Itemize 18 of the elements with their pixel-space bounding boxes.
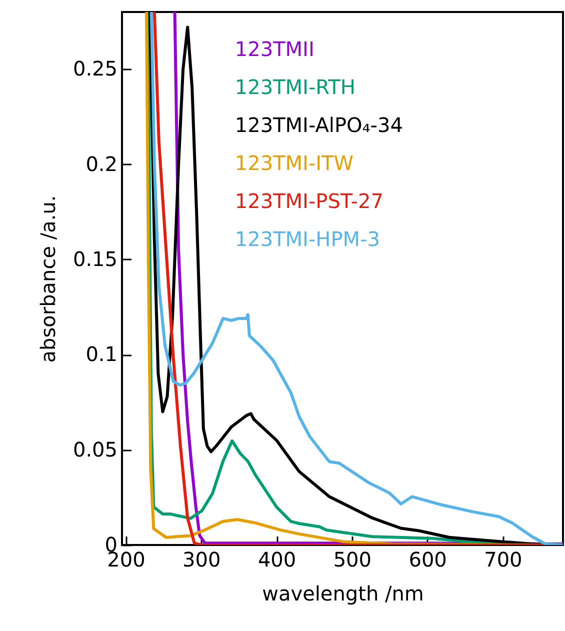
text: 123TMII	[234, 37, 314, 61]
x-tick-label: 600	[408, 548, 447, 572]
x-tick-label: 300	[182, 548, 221, 572]
x-tick-label: 400	[258, 548, 296, 572]
y-tick-label: 0.1	[86, 342, 118, 366]
y-tick-label: 0.2	[86, 152, 118, 176]
y-tick-label: 0.15	[72, 246, 118, 271]
text: 123TMI-RTH	[234, 75, 356, 99]
text: 123TMI-HPM-3	[234, 227, 380, 251]
text: 123TMI-ITW	[234, 151, 354, 175]
x-tick-label: 700	[484, 548, 522, 572]
text: 123TMI-AlPO₄-34	[234, 113, 403, 137]
x-tick-label: 500	[333, 548, 372, 572]
text: 123TMI-PST-27	[234, 189, 384, 213]
y-axis-title: absorbance /a.u.	[36, 195, 60, 363]
y-tick-label: 0.05	[72, 437, 118, 462]
x-axis-title: wavelength /nm	[262, 582, 424, 606]
y-tick-label: 0.25	[72, 56, 118, 81]
